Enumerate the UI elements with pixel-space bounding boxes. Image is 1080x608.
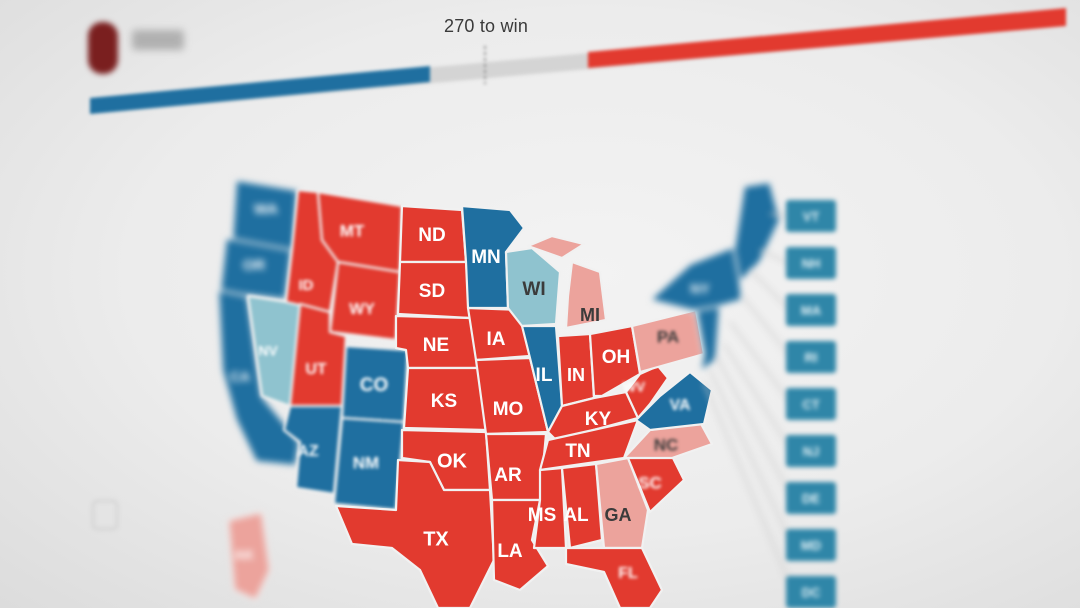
district-box[interactable]: CT [786,388,836,420]
label-ND: ND [418,225,445,246]
candidate-name-placeholder [132,30,184,50]
label-CO: CO [360,375,389,396]
state-VA[interactable] [634,370,714,432]
progress-bar-dem [90,66,430,114]
label-WA: WA [254,201,278,218]
state-GA[interactable] [594,456,650,550]
label-WI: WI [522,279,545,300]
label-PA: PA [657,327,679,346]
win-threshold-label: 270 to win [444,16,529,36]
candidate-avatar [88,22,118,74]
label-FL: FL [618,565,638,582]
state-AK[interactable] [226,510,272,602]
label-NE: NE [423,335,449,356]
state-MI-UP[interactable] [526,234,586,260]
label-CA: CA [230,369,250,385]
label-WY: WY [349,301,375,318]
label-SC: SC [638,473,662,492]
label-AK: AK [234,547,254,563]
electoral-progress-bar [90,8,1066,114]
state-MI[interactable] [564,260,608,330]
state-MS[interactable] [532,466,568,550]
label-LA: LA [497,541,523,562]
district-box[interactable]: MD [786,529,836,561]
state-WV[interactable] [624,364,670,420]
label-NC: NC [654,435,679,454]
label-MT: MT [340,221,365,240]
small-state-column: VT NH MA RI CT NJ DE MD DC [786,200,840,608]
state-FL[interactable] [564,546,664,608]
inset-toggle[interactable] [92,500,118,530]
label-AL: AL [563,505,589,526]
label-MI: MI [580,305,600,325]
label-OH: OH [602,347,631,368]
district-box[interactable]: DC [786,576,836,608]
district-box[interactable]: MA [786,294,836,326]
label-KY: KY [585,409,612,430]
label-NY: NY [690,281,710,297]
label-MO: MO [493,399,524,420]
label-MS: MS [528,505,557,526]
district-box[interactable]: NJ [786,435,836,467]
label-NV: NV [258,343,278,359]
label-WV: WV [623,379,646,395]
district-box[interactable]: DE [786,482,836,514]
progress-bar-rep [588,8,1066,68]
label-IL: IL [536,365,553,386]
label-IA: IA [487,329,506,350]
district-box[interactable]: VT [786,200,836,232]
district-box[interactable]: RI [786,341,836,373]
label-IN: IN [567,365,585,385]
label-AR: AR [494,465,522,486]
label-SD: SD [419,281,445,302]
state-TX[interactable] [334,458,496,608]
label-TX: TX [423,528,449,550]
state-NY[interactable] [648,244,744,314]
label-VA: VA [669,397,690,414]
label-NM: NM [353,453,379,472]
state-NE-region[interactable] [732,180,782,284]
label-UT: UT [305,361,327,378]
label-MN: MN [471,247,501,268]
label-OK: OK [437,450,468,472]
state-AL[interactable] [560,462,604,550]
state-NJ-MD[interactable] [694,304,722,374]
label-ID: ID [299,277,314,294]
state-OH[interactable] [588,324,642,398]
label-AZ: AZ [297,443,319,460]
label-OR: OR [243,257,266,274]
label-TN: TN [565,441,590,462]
label-KS: KS [431,391,457,412]
district-box[interactable]: NH [786,247,836,279]
state-NC[interactable] [622,420,714,460]
label-GA: GA [605,505,632,525]
